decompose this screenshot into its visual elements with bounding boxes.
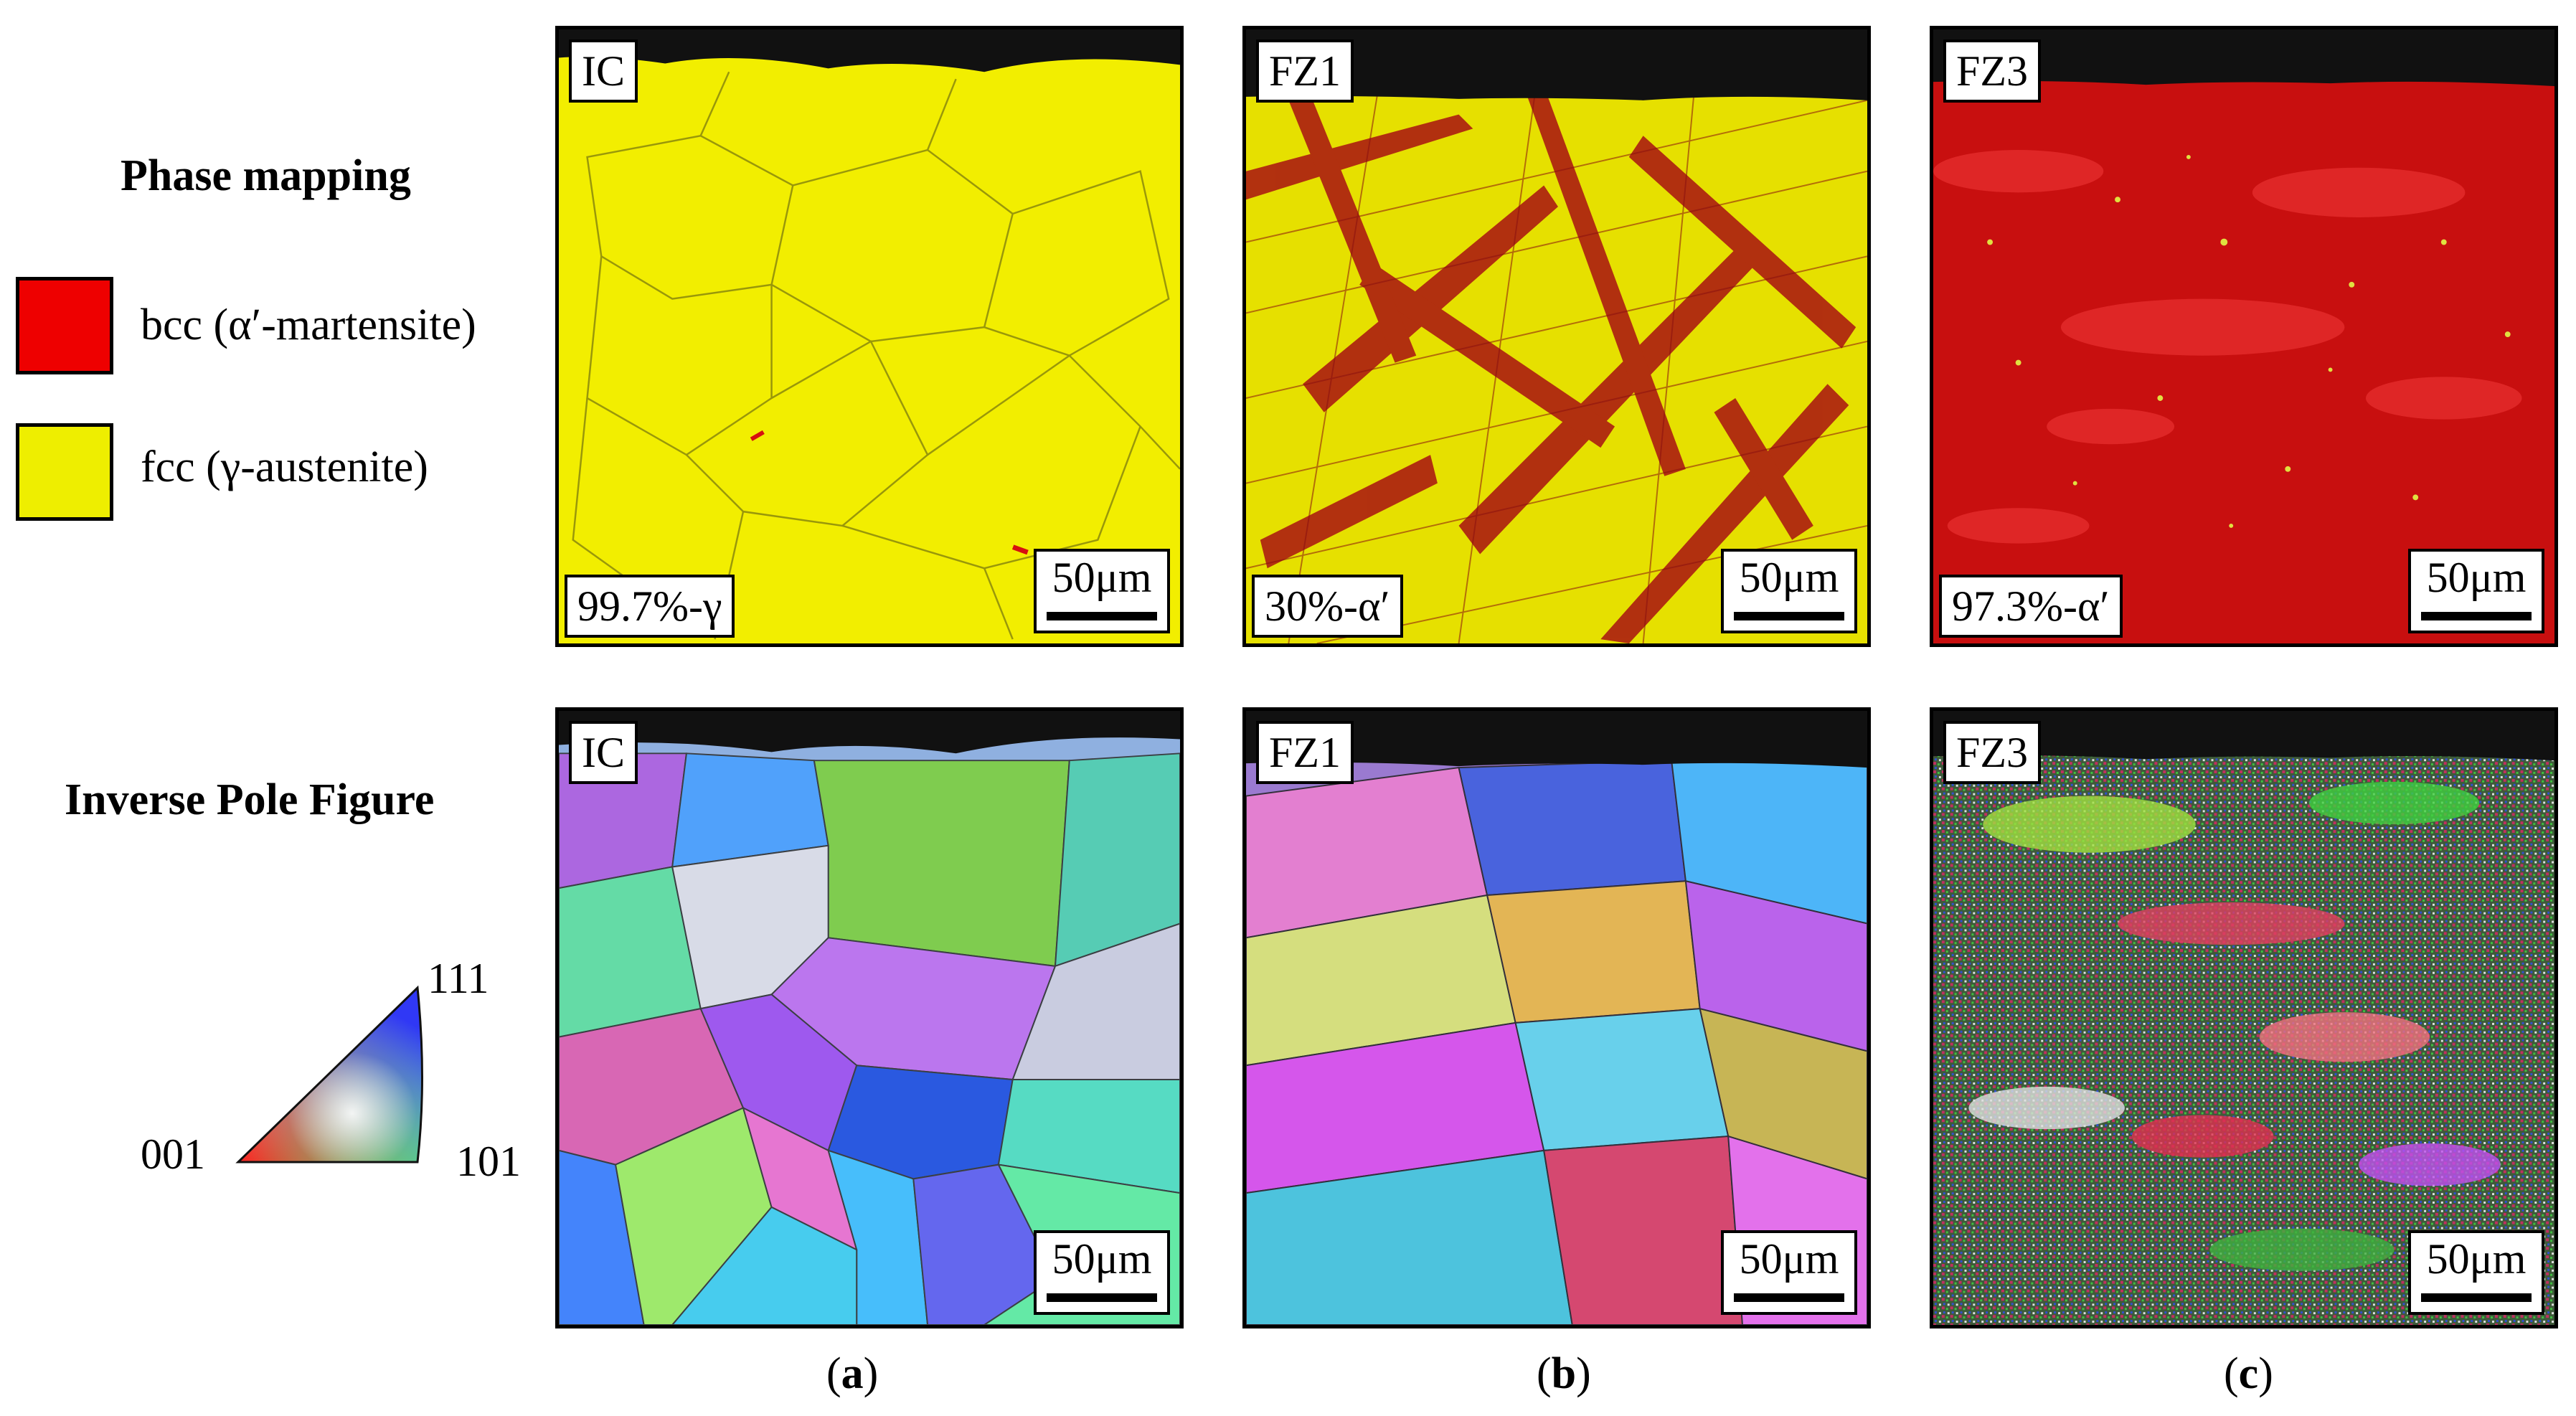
caption-b-close: ) [1576, 1349, 1591, 1398]
phase-map-fz3-scale-bar: 50μm [2408, 549, 2544, 633]
scale-bar-line [1047, 1293, 1157, 1302]
ipf-title: Inverse Pole Figure [65, 775, 435, 824]
phase-map-ic-scale-bar: 50μm [1034, 549, 1170, 633]
ipf-map-fz3-label: FZ3 [1943, 721, 2042, 784]
scale-bar-text: 50μm [1052, 1235, 1152, 1283]
caption-a: (a) [826, 1349, 878, 1400]
fcc-legend-label: fcc (γ-austenite) [141, 443, 428, 491]
scale-bar-line [1047, 612, 1157, 620]
ipf-map-ic-label: IC [569, 721, 638, 784]
ipf-map-fz1-scale-bar: 50μm [1721, 1230, 1857, 1315]
ipf-color-key-triangle [235, 985, 423, 1164]
phase-map-fz1-scale-bar: 50μm [1721, 549, 1857, 633]
scale-bar-line [1734, 612, 1844, 620]
caption-a-close: ) [863, 1349, 879, 1398]
phase-mapping-title: Phase mapping [121, 151, 411, 200]
ipf-map-ic-scale-bar: 50μm [1034, 1230, 1170, 1315]
ipf-map-fz1-image [1246, 711, 1867, 1325]
caption-a-letter: a [841, 1349, 864, 1398]
scale-bar-text: 50μm [1739, 1235, 1839, 1283]
caption-a-open: ( [826, 1349, 841, 1398]
phase-map-fz1-label: FZ1 [1256, 39, 1354, 103]
ipf-label-101: 101 [456, 1138, 521, 1185]
scale-bar-text: 50μm [2426, 554, 2527, 601]
scale-bar-text: 50μm [2426, 1235, 2527, 1283]
caption-c-close: ) [2258, 1349, 2273, 1398]
ipf-map-fz3: FZ3 50μm [1930, 707, 2558, 1328]
ipf-map-ic-image [559, 711, 1180, 1325]
phase-map-fz3-image [1933, 29, 2554, 643]
caption-c-letter: c [2238, 1349, 2259, 1398]
scale-bar-text: 50μm [1052, 554, 1152, 601]
ipf-map-fz1-label: FZ1 [1256, 721, 1354, 784]
scale-bar-line [2421, 1293, 2532, 1302]
caption-b: (b) [1537, 1349, 1591, 1400]
phase-map-fz3-label: FZ3 [1943, 39, 2042, 103]
phase-map-fz1-image [1246, 29, 1867, 643]
caption-c: (c) [2224, 1349, 2273, 1400]
phase-map-fz1: FZ1 30%-α′ 50μm [1242, 26, 1871, 647]
scale-bar-line [1734, 1293, 1844, 1302]
ipf-map-fz3-image [1933, 711, 2554, 1325]
bcc-swatch [16, 277, 113, 374]
ipf-label-111: 111 [428, 955, 489, 1002]
fcc-swatch [16, 423, 113, 521]
caption-b-letter: b [1551, 1349, 1577, 1398]
scale-bar-line [2421, 612, 2532, 620]
phase-map-ic-image [559, 29, 1180, 643]
ipf-map-fz1: FZ1 50μm [1242, 707, 1871, 1328]
bcc-legend-label: bcc (α′-martensite) [141, 301, 476, 349]
ipf-map-fz3-scale-bar: 50μm [2408, 1230, 2544, 1315]
phase-map-ic-label: IC [569, 39, 638, 103]
ipf-map-ic: IC 50μm [555, 707, 1184, 1328]
ipf-label-001: 001 [141, 1131, 205, 1178]
caption-b-open: ( [1537, 1349, 1552, 1398]
scale-bar-text: 50μm [1739, 554, 1839, 601]
phase-map-fz3: FZ3 97.3%-α′ 50μm [1930, 26, 2558, 647]
phase-map-fz3-fraction: 97.3%-α′ [1939, 575, 2123, 638]
phase-map-fz1-fraction: 30%-α′ [1252, 575, 1403, 638]
phase-map-ic: IC 99.7%-γ 50μm [555, 26, 1184, 647]
caption-c-open: ( [2224, 1349, 2239, 1398]
phase-map-ic-fraction: 99.7%-γ [565, 575, 735, 638]
